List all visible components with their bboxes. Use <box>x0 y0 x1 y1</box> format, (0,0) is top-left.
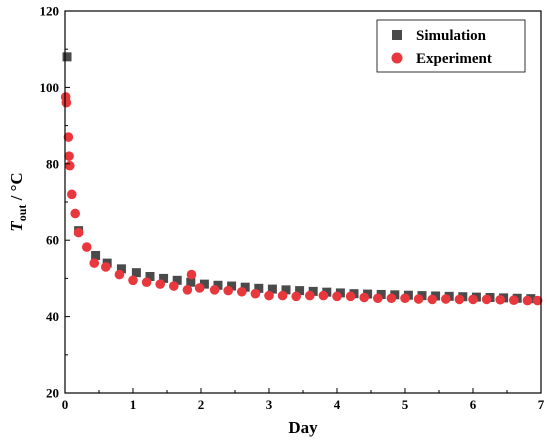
experiment-point <box>81 242 92 252</box>
legend-marker-experiment <box>391 52 403 64</box>
simulation-point <box>240 282 250 292</box>
simulation-point <box>172 275 182 285</box>
experiment-point <box>427 294 438 305</box>
simulation-point <box>335 288 345 298</box>
legend-frame <box>376 19 526 73</box>
experiment-point <box>194 283 205 293</box>
simulation-point <box>159 273 169 283</box>
experiment-point <box>64 151 74 161</box>
simulation-point <box>295 286 305 296</box>
experiment-point <box>89 258 100 268</box>
experiment-point <box>169 281 179 291</box>
simulation-point <box>390 290 400 300</box>
experiment-point <box>61 97 72 108</box>
experiment-point <box>318 290 329 301</box>
simulation-point <box>145 271 155 281</box>
y-axis-title-main: T <box>7 221 26 232</box>
simulation-point <box>131 268 141 278</box>
simulation-point <box>267 284 277 294</box>
simulation-point <box>91 250 101 260</box>
y-tick-label: 20 <box>46 386 59 401</box>
x-tick-label: 1 <box>130 397 137 412</box>
simulation-point <box>376 289 386 299</box>
experiment-point <box>101 262 111 272</box>
simulation-point <box>62 52 72 62</box>
experiment-point <box>186 269 197 280</box>
y-tick-label: 60 <box>46 233 59 248</box>
x-tick-label: 6 <box>470 397 477 412</box>
simulation-point <box>417 291 427 301</box>
experiment-point <box>441 294 451 304</box>
legend-marker-simulation <box>392 30 402 40</box>
y-tick-label: 40 <box>46 309 59 324</box>
legend: Simulation Experiment <box>376 19 526 73</box>
simulation-point <box>186 277 196 287</box>
axes: 0 1 2 3 4 5 6 7 20 40 60 80 100 120 <box>40 4 545 413</box>
y-tick-label: 100 <box>40 80 60 95</box>
x-tick-label: 2 <box>198 397 205 412</box>
experiment-point <box>237 286 247 297</box>
experiment-point <box>332 291 342 302</box>
experiment-point <box>509 295 519 305</box>
experiment-point <box>63 132 74 142</box>
experiment-point <box>345 291 356 302</box>
experiment-point <box>277 290 288 301</box>
experiment-point <box>209 285 220 295</box>
experiment-point <box>70 208 80 219</box>
simulation-point <box>363 289 373 299</box>
x-tick-label: 3 <box>266 397 273 412</box>
experiment-point <box>359 292 370 303</box>
experiment-point <box>64 160 75 171</box>
experiment-point <box>67 189 77 200</box>
simulation-point <box>227 281 237 291</box>
experiment-point <box>386 293 397 304</box>
x-tick-label: 7 <box>538 397 545 412</box>
experiment-point <box>532 295 543 306</box>
experiment-point <box>468 294 478 305</box>
y-axis-title: Tout / °C <box>7 172 29 231</box>
legend-label-experiment: Experiment <box>416 51 492 67</box>
experiment-point <box>454 294 465 305</box>
x-axis-title: Day <box>288 418 318 437</box>
experiment-point <box>250 288 261 299</box>
legend-label-simulation: Simulation <box>416 28 487 44</box>
x-tick-label: 5 <box>402 397 409 412</box>
simulation-point <box>199 279 209 289</box>
data-marks <box>60 52 543 306</box>
experiment-point <box>291 291 302 302</box>
experiment-point <box>413 294 424 304</box>
experiment-point <box>114 269 125 280</box>
y-tick-label: 80 <box>46 156 59 171</box>
experiment-point <box>264 290 274 301</box>
simulation-point <box>431 291 441 301</box>
experiment-point <box>400 293 410 304</box>
y-axis-title-subscript: out <box>15 205 29 222</box>
simulation-point <box>281 285 291 295</box>
simulation-point <box>322 287 332 297</box>
experiment-point <box>522 295 533 306</box>
experiment-point <box>305 290 315 301</box>
experiment-point <box>481 294 492 305</box>
experiment-point <box>141 277 152 288</box>
simulation-point <box>308 286 318 296</box>
simulation-point <box>213 280 223 290</box>
simulation-point <box>254 283 264 293</box>
experiment-point <box>373 293 383 304</box>
experiment-point <box>155 279 165 289</box>
y-tick-label: 120 <box>40 4 60 19</box>
x-tick-label: 0 <box>62 397 69 412</box>
experiment-point <box>495 294 506 305</box>
experiment-point <box>73 227 84 238</box>
y-axis-title-unit: / °C <box>7 172 26 204</box>
simulation-point <box>116 264 126 274</box>
x-tick-label: 4 <box>334 397 341 412</box>
experiment-point <box>128 275 138 286</box>
experiment-point <box>182 285 193 295</box>
experiment-point <box>223 285 233 296</box>
